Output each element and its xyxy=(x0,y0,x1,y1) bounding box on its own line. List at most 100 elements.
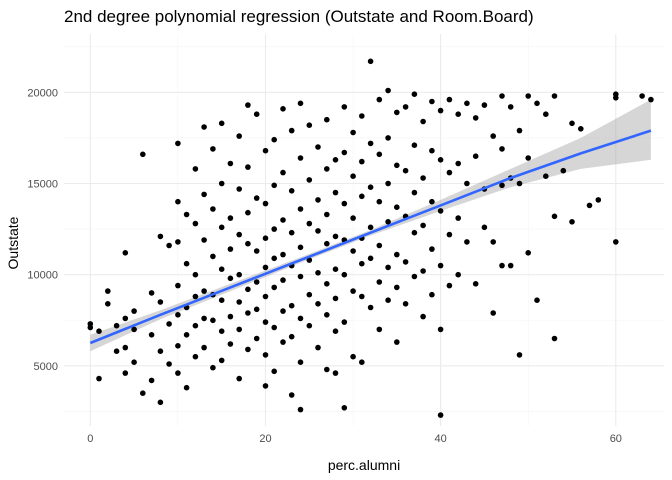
data-point xyxy=(96,375,102,382)
data-point xyxy=(359,158,365,165)
data-point xyxy=(472,153,479,159)
data-point xyxy=(376,242,383,249)
data-point xyxy=(385,264,391,271)
data-point xyxy=(367,304,374,311)
data-point xyxy=(551,93,558,99)
data-point xyxy=(446,231,453,238)
data-point xyxy=(306,257,313,263)
data-point xyxy=(288,188,295,194)
data-point xyxy=(385,219,391,225)
data-point xyxy=(192,166,199,172)
data-point xyxy=(429,147,435,154)
data-point xyxy=(385,87,391,94)
data-point xyxy=(324,166,330,172)
data-point xyxy=(420,175,426,181)
y-axis-title: Outstate xyxy=(5,216,21,269)
data-point xyxy=(420,118,426,125)
grid xyxy=(64,34,664,426)
data-point xyxy=(385,135,391,141)
data-point xyxy=(96,328,102,335)
data-point xyxy=(324,240,330,247)
data-point xyxy=(437,208,444,214)
data-point xyxy=(359,293,365,300)
data-point xyxy=(332,370,339,376)
data-point xyxy=(175,370,181,376)
data-point xyxy=(210,253,216,260)
data-point xyxy=(437,412,444,418)
data-point xyxy=(297,359,304,366)
data-point xyxy=(245,209,251,216)
data-point xyxy=(402,167,409,174)
data-point xyxy=(245,102,251,108)
data-point xyxy=(315,144,321,150)
data-point xyxy=(227,341,234,347)
data-point xyxy=(245,310,251,316)
data-point xyxy=(411,91,418,97)
data-point xyxy=(367,58,374,65)
data-point xyxy=(499,182,505,189)
data-point xyxy=(437,157,444,163)
data-point xyxy=(376,198,383,205)
data-point xyxy=(280,277,286,283)
data-point xyxy=(148,290,155,296)
data-point xyxy=(210,317,216,324)
data-point xyxy=(490,239,497,245)
data-point xyxy=(166,321,172,327)
data-point xyxy=(192,271,199,278)
data-points xyxy=(87,58,654,418)
data-point xyxy=(437,262,444,269)
data-point xyxy=(516,127,523,134)
data-point xyxy=(201,237,207,243)
data-point xyxy=(210,146,216,152)
data-point xyxy=(192,322,199,329)
data-point xyxy=(227,160,234,167)
tick-labels: 0 20 40 60 5000 10000 15000 20000 xyxy=(27,87,622,445)
data-point xyxy=(437,107,444,114)
data-point xyxy=(262,352,269,358)
data-point xyxy=(271,284,278,291)
data-point xyxy=(183,384,190,391)
x-axis-title: perc.alumni xyxy=(328,457,400,473)
data-point xyxy=(201,288,207,294)
data-point xyxy=(113,348,120,355)
data-point xyxy=(306,122,313,128)
fit-line xyxy=(89,129,652,345)
data-point xyxy=(429,291,435,298)
data-point xyxy=(253,335,260,342)
data-point xyxy=(543,173,549,179)
data-point xyxy=(490,310,497,316)
fit-line-layer xyxy=(89,129,652,345)
data-point xyxy=(315,197,321,203)
data-point xyxy=(525,93,531,99)
data-point xyxy=(236,186,242,192)
data-point xyxy=(569,120,575,127)
data-point xyxy=(157,348,164,355)
data-point xyxy=(394,162,400,169)
data-point xyxy=(297,273,304,280)
data-point xyxy=(201,191,207,198)
data-point xyxy=(131,308,137,314)
data-point xyxy=(525,155,531,161)
data-point xyxy=(131,359,137,366)
data-point xyxy=(166,361,172,367)
data-point xyxy=(350,129,356,136)
data-point xyxy=(341,271,348,278)
data-point xyxy=(560,167,567,174)
data-point xyxy=(122,344,129,351)
data-point xyxy=(245,164,251,170)
data-point xyxy=(262,264,269,271)
data-point xyxy=(253,111,260,117)
data-point xyxy=(429,198,435,205)
data-point xyxy=(402,104,409,110)
data-point xyxy=(175,343,181,349)
data-point xyxy=(341,200,348,207)
data-point xyxy=(350,248,356,254)
data-point xyxy=(324,211,330,218)
data-point xyxy=(192,353,199,360)
data-point xyxy=(105,301,111,307)
data-point xyxy=(227,246,234,252)
data-point xyxy=(481,102,488,108)
data-point xyxy=(464,239,470,245)
data-point xyxy=(192,293,199,300)
data-point xyxy=(350,288,356,294)
